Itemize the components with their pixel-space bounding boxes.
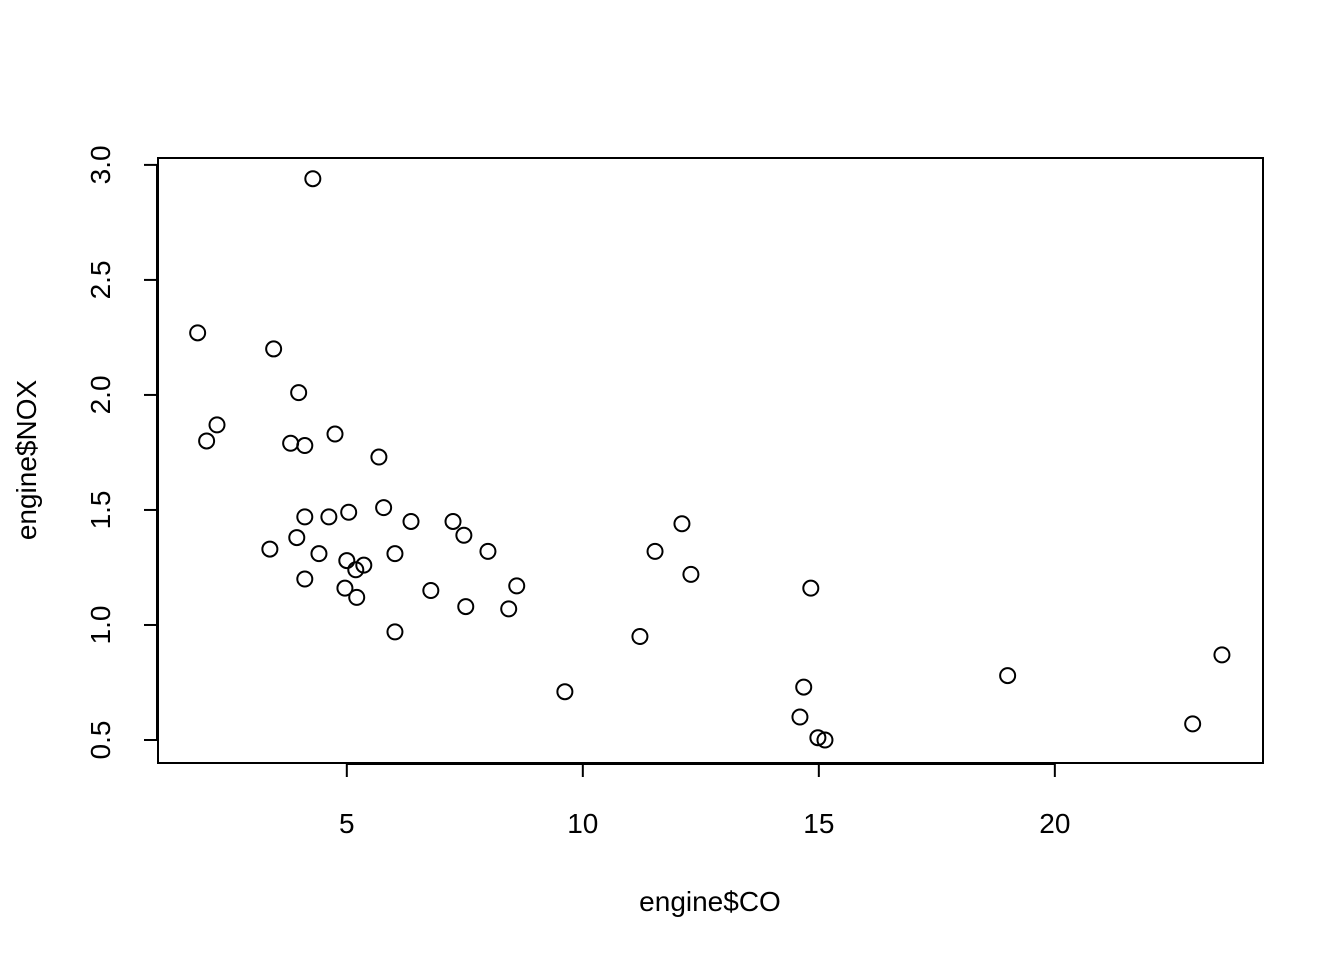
point (457, 598, 475, 616)
point (338, 552, 356, 570)
x-axis-label: engine$CO (639, 886, 781, 917)
point (288, 529, 306, 547)
point (296, 508, 314, 526)
point (386, 545, 404, 563)
point (999, 667, 1017, 685)
y-tick-label: 2.5 (85, 260, 116, 299)
point (682, 565, 700, 583)
point (208, 416, 226, 434)
point (326, 425, 344, 443)
point (265, 340, 283, 358)
point (791, 708, 809, 726)
point (386, 623, 404, 641)
point (336, 579, 354, 597)
point (402, 512, 420, 530)
point (556, 683, 574, 701)
point (444, 512, 462, 530)
y-tick-label: 1.0 (85, 606, 116, 645)
point (304, 170, 322, 188)
y-tick-label: 0.5 (85, 721, 116, 760)
point (479, 542, 497, 560)
x-tick-label: 15 (803, 808, 834, 839)
point (673, 515, 691, 533)
y-tick-label: 2.0 (85, 375, 116, 414)
point (320, 508, 338, 526)
point (282, 434, 300, 452)
point (802, 579, 820, 597)
point (375, 499, 393, 517)
point (1184, 715, 1202, 733)
y-tick-label: 1.5 (85, 490, 116, 529)
point (340, 503, 358, 521)
point (422, 581, 440, 599)
y-axis-label: engine$NOX (11, 380, 42, 541)
point (631, 627, 649, 645)
point (508, 577, 526, 595)
point (198, 432, 216, 450)
point (455, 526, 473, 544)
x-tick-label: 10 (567, 808, 598, 839)
point (795, 678, 813, 696)
point (290, 384, 308, 402)
point (816, 731, 834, 749)
point (646, 542, 664, 560)
point (296, 570, 314, 588)
plot-box (157, 157, 1264, 764)
point (296, 437, 314, 455)
point (1213, 646, 1231, 664)
y-tick-label: 3.0 (85, 145, 116, 184)
point (347, 561, 365, 579)
point (261, 540, 279, 558)
point (809, 729, 827, 747)
point (355, 556, 373, 574)
point (189, 324, 207, 342)
point (348, 588, 366, 606)
point (370, 448, 388, 466)
point (500, 600, 518, 618)
x-tick-label: 20 (1039, 808, 1070, 839)
x-tick-label: 5 (339, 808, 355, 839)
point (310, 545, 328, 563)
